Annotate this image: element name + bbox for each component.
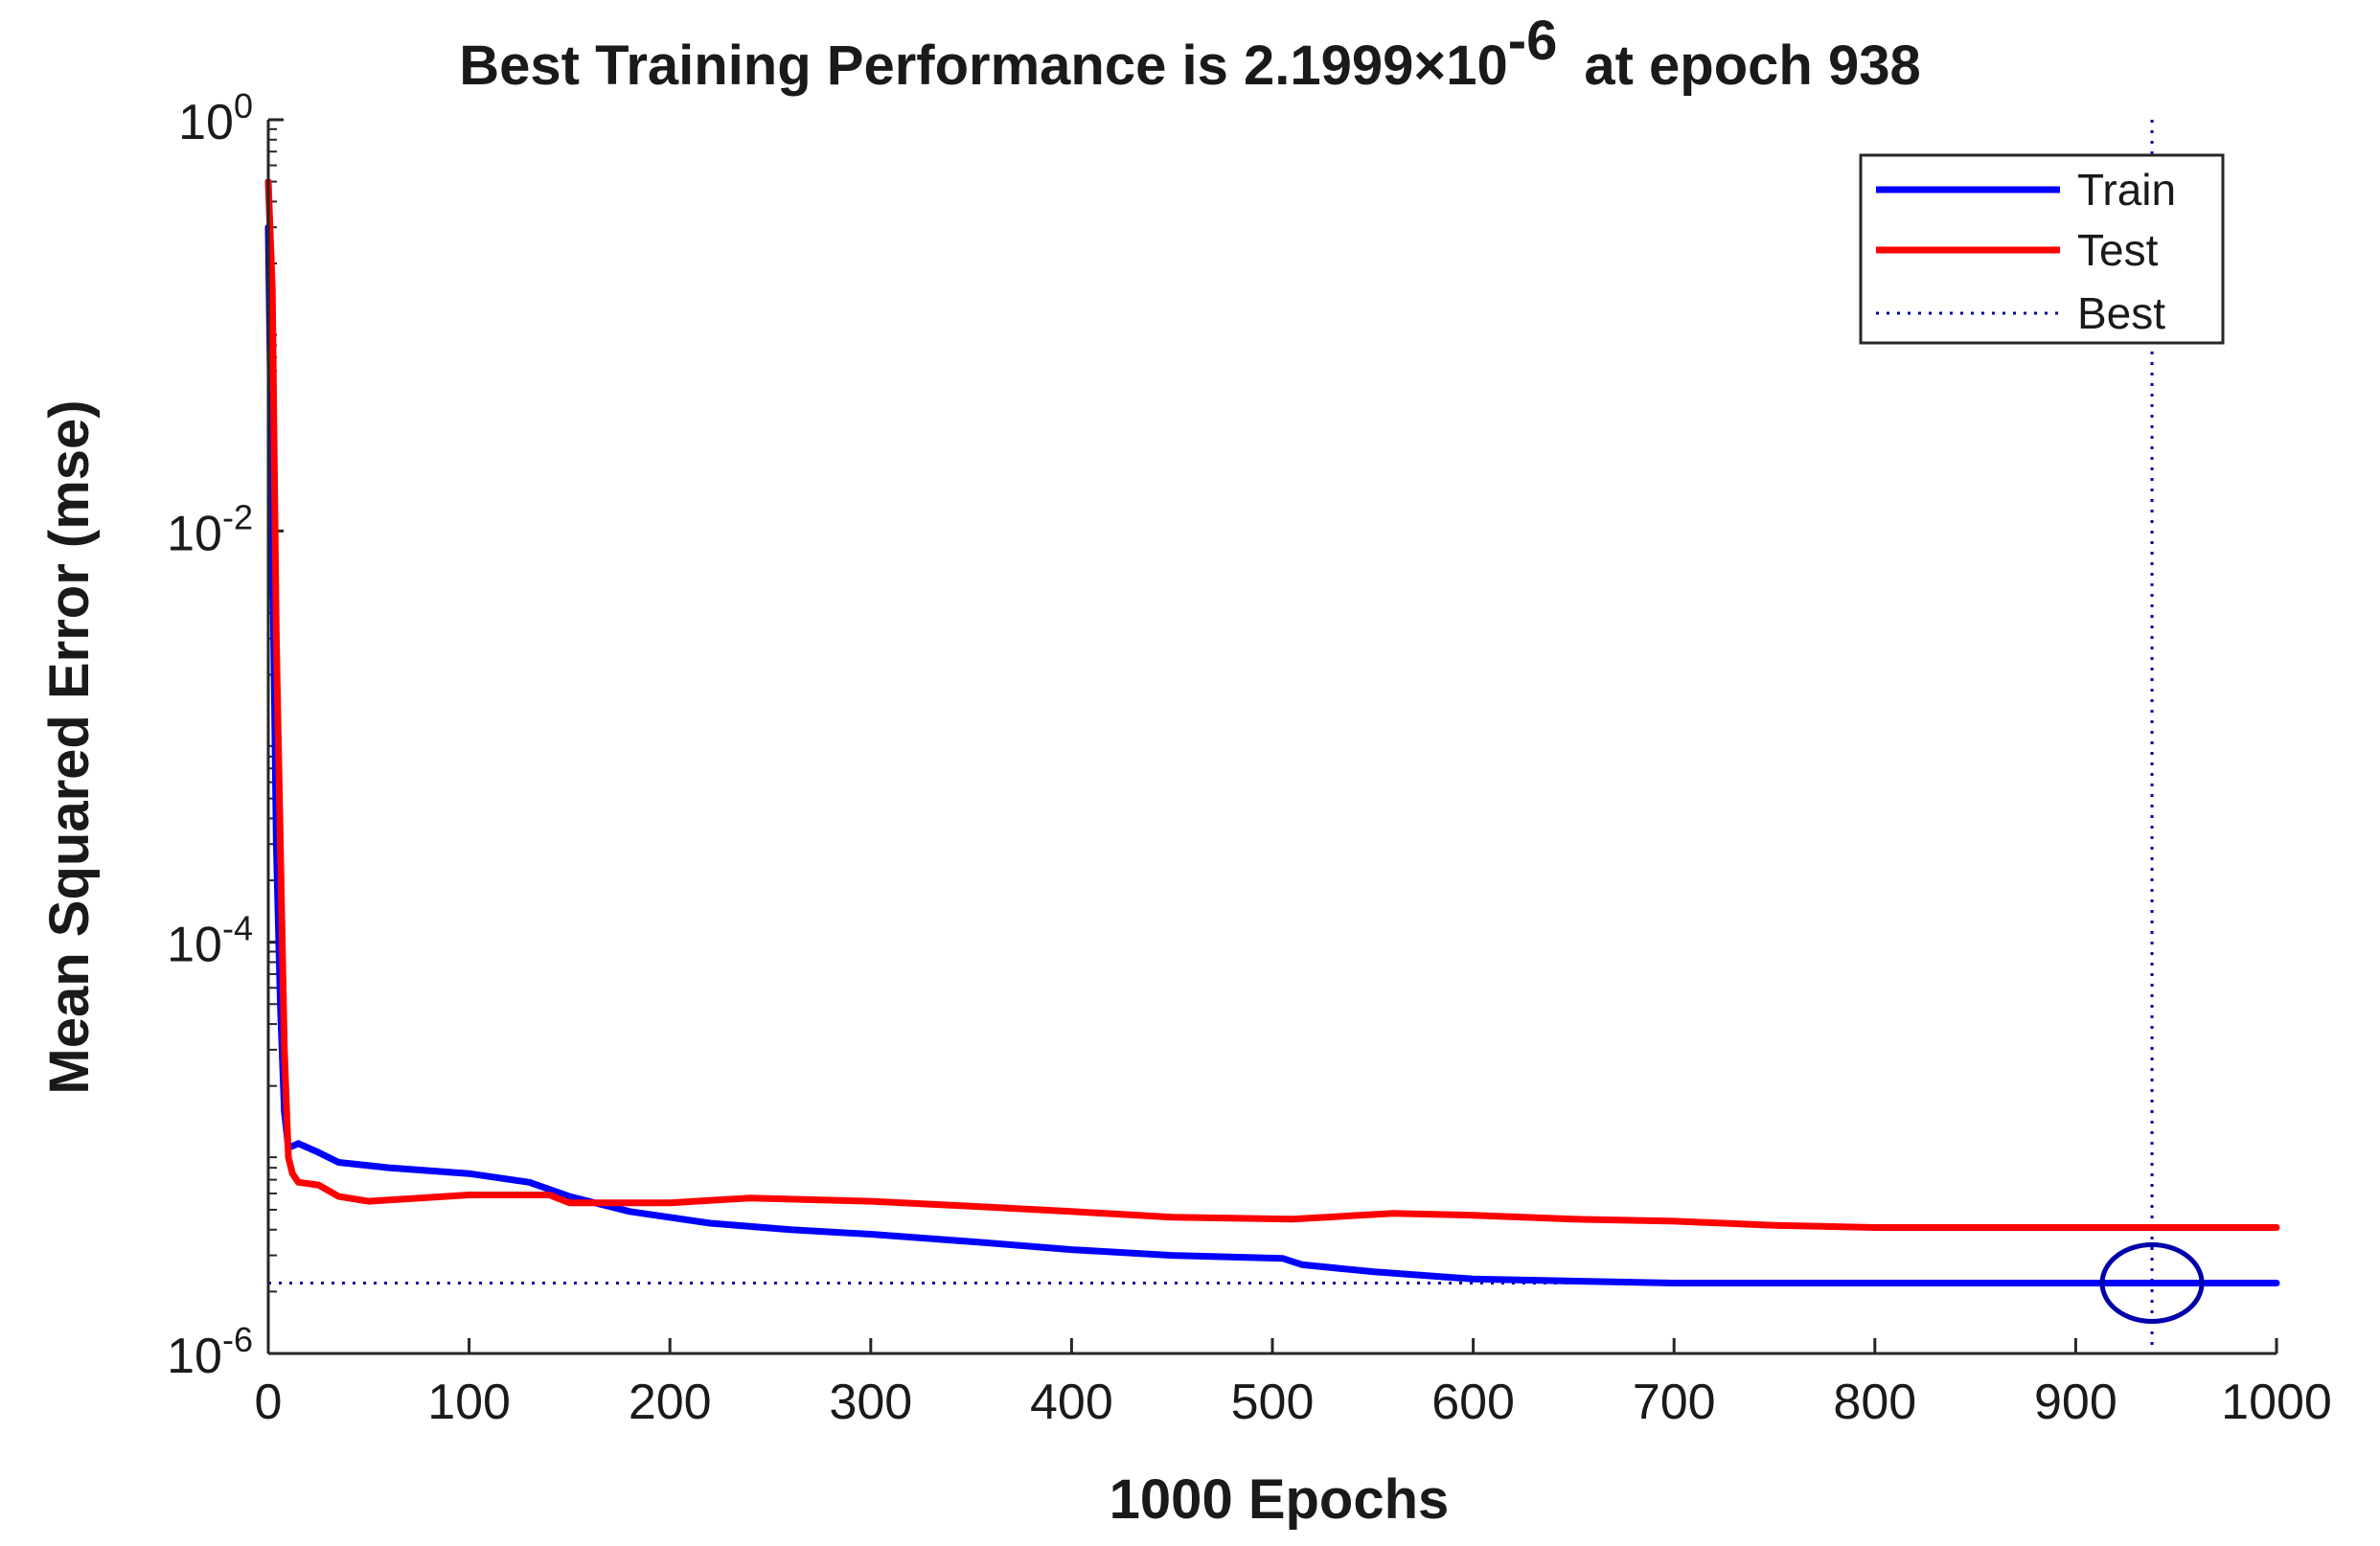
y-axis-label: Mean Squared Error (mse) <box>38 399 101 1094</box>
legend-best-label: Best <box>2077 288 2165 338</box>
axis-layer <box>266 120 2277 1355</box>
y-tick-label: 10-4 <box>167 909 253 973</box>
series-line-train <box>264 223 2280 1286</box>
y-tick-label: 10-2 <box>167 497 253 561</box>
y-tick-label: 100 <box>178 86 253 150</box>
y-tick-label: 10-6 <box>167 1320 253 1384</box>
x-tick-label: 800 <box>1833 1375 1916 1430</box>
x-tick-label: 600 <box>1431 1375 1515 1430</box>
legend: Train Test Best <box>1859 153 2225 345</box>
chart-title-exponent: -6 <box>1508 10 1558 72</box>
legend-train-label: Train <box>2077 165 2176 215</box>
x-tick-label: 1000 <box>2221 1375 2332 1430</box>
x-tick-label: 700 <box>1633 1375 1716 1430</box>
chart-title: Best Training Performance is 2.1999×10-6… <box>459 10 1920 97</box>
x-tick-label: 0 <box>255 1375 283 1430</box>
x-tick-label: 400 <box>1030 1375 1113 1430</box>
series-layer <box>264 178 2280 1324</box>
x-tick-label: 200 <box>629 1375 712 1430</box>
tick-label-layer: 0 100 200 300 400 500 600 700 800 900 1000 100 10-2 1… <box>167 86 2332 1430</box>
series-line-test <box>264 178 2280 1231</box>
x-axis-label: 1000 Epochs <box>1110 1468 1450 1531</box>
x-tick-label: 300 <box>829 1375 912 1430</box>
x-tick-label: 500 <box>1231 1375 1315 1430</box>
x-tick-label: 100 <box>427 1375 511 1430</box>
x-tick-label: 900 <box>2034 1375 2117 1430</box>
chart-title-suffix: at epoch 938 <box>1584 34 1920 97</box>
best-layer <box>268 120 2277 1353</box>
chart-title-prefix: Best Training Performance is 2.1999×10 <box>459 34 1508 97</box>
best-point-marker <box>2099 1241 2205 1324</box>
legend-test-label: Test <box>2077 225 2159 275</box>
